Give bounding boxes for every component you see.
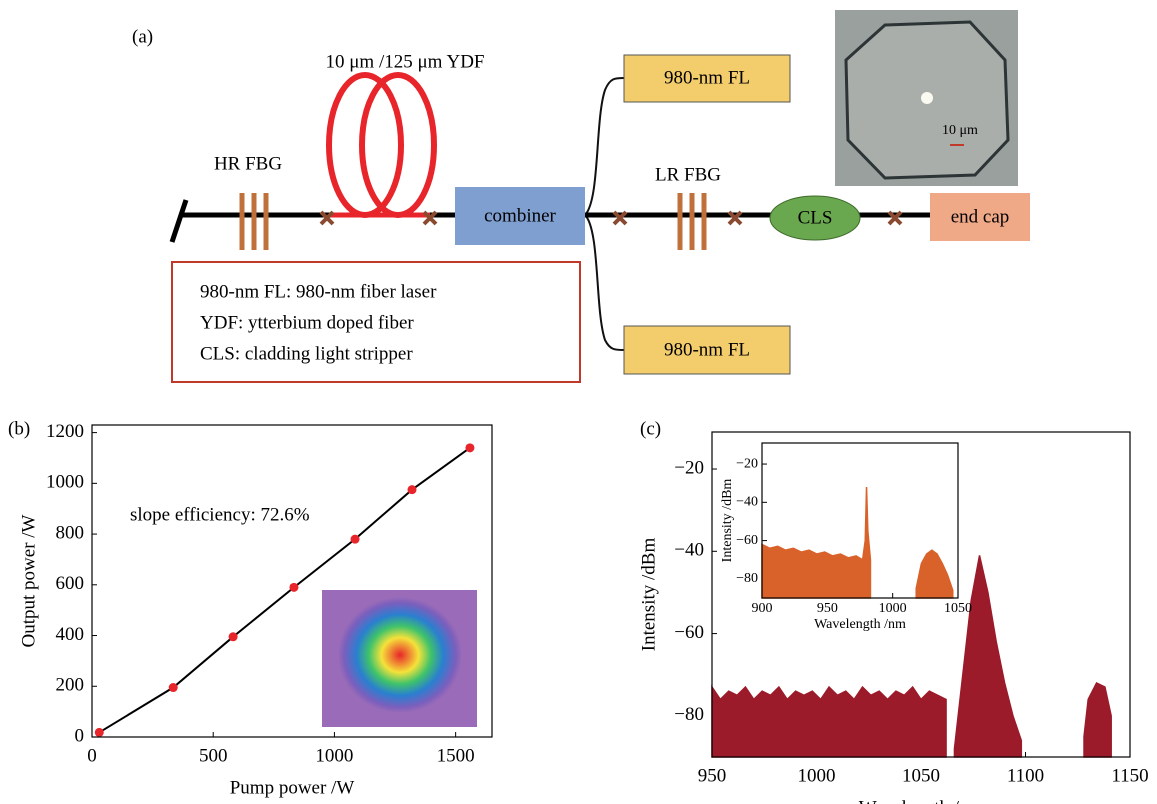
legend-text: CLS: cladding light stripper <box>200 343 413 364</box>
y-tick-label: −20 <box>674 457 704 478</box>
y-axis-label: Intensity /dBm <box>720 479 735 563</box>
pump-label: 980-nm FL <box>664 339 750 360</box>
data-point <box>229 632 238 641</box>
y-axis-label: Output power /W <box>18 514 39 647</box>
spectrum-area <box>954 555 1021 757</box>
data-point <box>465 443 474 452</box>
spectrum-area <box>1084 683 1111 757</box>
x-tick-label: 1500 <box>437 745 475 766</box>
lr-fbg-label: LR FBG <box>655 164 721 185</box>
combiner-label: combiner <box>484 205 556 226</box>
y-tick-label: −80 <box>736 571 758 586</box>
beam-profile <box>338 597 462 713</box>
fiber-label: 10 μm /125 μm YDF <box>325 51 484 72</box>
x-axis-label: Pump power /W <box>230 777 355 798</box>
x-tick-label: 0 <box>87 745 97 766</box>
fiber <box>585 215 624 350</box>
x-tick-label: 1000 <box>798 765 836 786</box>
y-tick-label: 0 <box>75 725 85 746</box>
y-tick-label: −60 <box>736 533 758 548</box>
y-tick-label: 200 <box>56 675 85 696</box>
x-tick-label: 500 <box>199 745 228 766</box>
y-tick-label: −60 <box>674 622 704 643</box>
x-tick-label: 950 <box>698 765 727 786</box>
x-tick-label: 950 <box>817 601 838 616</box>
data-point <box>289 583 298 592</box>
y-tick-label: −80 <box>674 704 704 725</box>
x-axis-label: Wavelength /nm <box>814 617 906 632</box>
x-tick-label: 1000 <box>879 601 907 616</box>
x-axis-label: Wavelength /nm <box>859 797 984 804</box>
y-tick-label: −40 <box>736 495 758 510</box>
x-tick-label: 900 <box>752 601 773 616</box>
legend-text: YDF: ytterbium doped fiber <box>200 312 414 333</box>
x-tick-label: 1100 <box>1007 765 1044 786</box>
pump-label: 980-nm FL <box>664 67 750 88</box>
panel-label: (a) <box>132 26 153 47</box>
cls-label: CLS <box>798 207 833 228</box>
y-tick-label: 1000 <box>46 472 84 493</box>
fiber-core <box>921 92 933 104</box>
x-tick-label: 1050 <box>902 765 940 786</box>
data-point <box>351 535 360 544</box>
hr-fbg-label: HR FBG <box>214 153 282 174</box>
y-tick-label: 800 <box>56 522 85 543</box>
y-tick-label: 1200 <box>46 421 84 442</box>
y-tick-label: −20 <box>736 456 758 471</box>
panel-label: (b) <box>8 418 30 439</box>
x-tick-label: 1000 <box>315 745 353 766</box>
data-point <box>408 485 417 494</box>
panel-label: (c) <box>640 418 661 439</box>
lr-fbg <box>680 193 704 250</box>
mirror <box>172 200 186 242</box>
hr-fbg <box>242 193 266 250</box>
y-tick-label: 400 <box>56 624 85 645</box>
legend-text: 980-nm FL: 980-nm fiber laser <box>200 281 437 302</box>
y-axis-label: Intensity /dBm <box>638 538 659 652</box>
figure: (a) 10 μm /125 μm YDF HR FBG LR FBG comb… <box>0 0 1157 804</box>
spectrum-area <box>712 687 946 757</box>
y-tick-label: −40 <box>674 540 704 561</box>
annotation: slope efficiency: 72.6% <box>130 504 310 525</box>
x-tick-label: 1050 <box>944 601 972 616</box>
fiber <box>585 78 624 215</box>
end-cap-label: end cap <box>951 206 1010 227</box>
x-tick-label: 1150 <box>1111 765 1148 786</box>
data-point <box>169 683 178 692</box>
y-tick-label: 600 <box>56 573 85 594</box>
scale-label: 10 μm <box>942 123 978 138</box>
data-point <box>95 728 104 737</box>
